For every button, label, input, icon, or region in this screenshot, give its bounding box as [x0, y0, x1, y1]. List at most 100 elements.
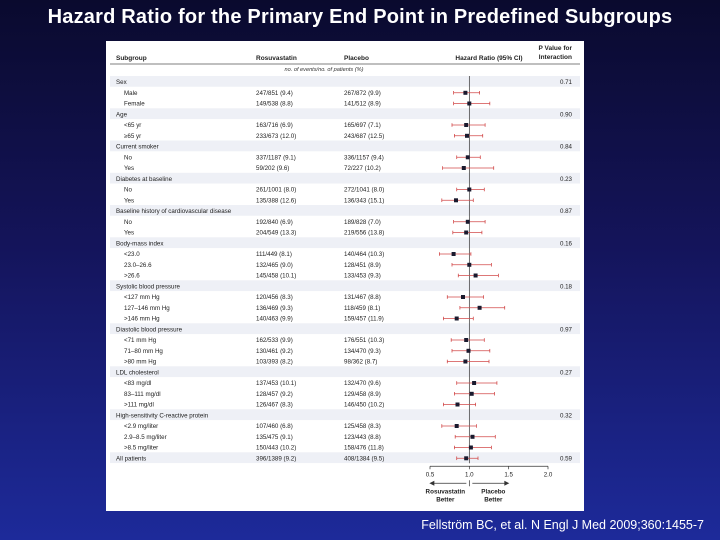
- row-label: >8.5 mg/liter: [124, 445, 158, 452]
- rosuvastatin-value: 150/443 (10.2): [256, 445, 296, 452]
- hazard-ratio-point: [463, 90, 468, 95]
- rosuvastatin-value: 145/458 (10.1): [256, 273, 296, 280]
- rosuvastatin-value: 130/461 (9.2): [256, 348, 293, 355]
- hazard-ratio-point: [469, 391, 474, 396]
- rosuvastatin-value: 149/538 (8.8): [256, 101, 293, 108]
- row-label: No: [124, 219, 132, 226]
- row-label: >26.6: [124, 273, 140, 280]
- placebo-value: 129/458 (8.9): [344, 391, 381, 398]
- rosuvastatin-value: 126/467 (8.3): [256, 402, 293, 409]
- rosuvastatin-value: 162/533 (9.9): [256, 337, 293, 344]
- footer-right-line1: Placebo: [481, 488, 505, 495]
- row-shade: [110, 237, 580, 249]
- row-label: High-sensitivity C-reactive protein: [116, 412, 209, 419]
- row-label: Age: [116, 112, 128, 119]
- x-tick-label: 1.0: [465, 471, 474, 478]
- row-label: <65 yr: [124, 122, 141, 129]
- row-label: Male: [124, 90, 138, 97]
- hazard-ratio-point: [465, 155, 470, 160]
- p-value: 0.23: [560, 176, 573, 183]
- column-header-hazard-ratio: Hazard Ratio (95% CI): [455, 55, 522, 62]
- row-label: Yes: [124, 165, 134, 172]
- hazard-ratio-point: [472, 381, 477, 385]
- rosuvastatin-value: 135/475 (9.1): [256, 434, 293, 441]
- hazard-ratio-point: [468, 445, 473, 450]
- row-label: 71–80 mm Hg: [124, 348, 163, 355]
- placebo-value: 140/464 (10.3): [344, 251, 384, 258]
- placebo-value: 72/227 (10.2): [344, 165, 381, 172]
- row-label: Sex: [116, 79, 128, 86]
- row-label: >111 mg/dl: [124, 402, 154, 409]
- row-label: Body-mass index: [116, 240, 164, 247]
- column-header-p-value-line2: Interaction: [539, 54, 572, 61]
- hazard-ratio-point: [473, 273, 478, 278]
- placebo-value: 408/1384 (9.5): [344, 455, 384, 462]
- rosuvastatin-value: 128/457 (9.2): [256, 391, 293, 398]
- hazard-ratio-point: [466, 348, 471, 353]
- placebo-value: 141/512 (8.9): [344, 101, 381, 108]
- row-shade: [110, 140, 580, 152]
- row-label: ≥65 yr: [124, 133, 141, 140]
- rosuvastatin-value: 103/393 (8.2): [256, 359, 293, 366]
- hazard-ratio-point: [454, 316, 459, 321]
- placebo-value: 125/458 (8.3): [344, 423, 381, 430]
- row-label: 2.9–8.5 mg/liter: [124, 434, 167, 441]
- footer-left-line1: Rosuvastatin: [426, 488, 466, 495]
- row-label: Yes: [124, 197, 134, 204]
- hazard-ratio-point: [454, 424, 459, 428]
- rosuvastatin-value: 247/851 (9.4): [256, 90, 293, 97]
- slide-title: Hazard Ratio for the Primary End Point i…: [47, 6, 673, 28]
- hazard-ratio-point: [467, 262, 472, 267]
- rosuvastatin-value: 120/456 (8.3): [256, 294, 293, 301]
- rosuvastatin-value: 233/673 (12.0): [256, 133, 296, 140]
- row-label: <23.0: [124, 251, 140, 258]
- placebo-value: 146/450 (10.2): [344, 402, 384, 409]
- row-label: LDL cholesterol: [116, 369, 159, 376]
- row-label: >146 mm Hg: [124, 316, 160, 323]
- row-shade: [110, 108, 580, 120]
- placebo-value: 189/828 (7.0): [344, 219, 381, 226]
- units-note: no. of events/no. of patients (%): [285, 67, 364, 73]
- hazard-ratio-point: [451, 252, 456, 256]
- p-value: 0.84: [560, 144, 573, 151]
- hazard-ratio-point: [464, 230, 469, 235]
- p-value: 0.16: [560, 240, 573, 247]
- forest-plot-panel: Subgroup Rosuvastatin Placebo Hazard Ratio …: [106, 41, 584, 511]
- x-tick-label: 0.5: [426, 471, 435, 478]
- row-label: No: [124, 155, 132, 162]
- rosuvastatin-value: 163/716 (6.9): [256, 122, 293, 129]
- placebo-value: 132/470 (9.6): [344, 380, 381, 387]
- p-value: 0.27: [560, 369, 573, 376]
- row-label: <71 mm Hg: [124, 337, 157, 344]
- rosuvastatin-value: 136/469 (9.3): [256, 305, 293, 312]
- placebo-value: 98/362 (8.7): [344, 359, 377, 366]
- hazard-ratio-point: [467, 101, 472, 106]
- row-label: Diabetes at baseline: [116, 176, 173, 183]
- rosuvastatin-value: 337/1187 (9.1): [256, 155, 296, 162]
- row-label: Current smoker: [116, 144, 159, 151]
- hazard-ratio-point: [464, 456, 469, 461]
- row-label: >80 mm Hg: [124, 359, 157, 366]
- row-label: Baseline history of cardiovascular disea…: [116, 208, 232, 215]
- placebo-value: 272/1041 (8.0): [344, 187, 384, 194]
- x-tick-label: 2.0: [544, 471, 553, 478]
- hazard-ratio-point: [467, 187, 472, 192]
- placebo-value: 219/556 (13.8): [344, 230, 384, 237]
- row-shade: [110, 366, 580, 378]
- placebo-value: 165/697 (7.1): [344, 122, 381, 129]
- row-label: Diastolic blood pressure: [116, 326, 183, 333]
- hazard-ratio-point: [465, 133, 469, 138]
- rosuvastatin-value: 140/463 (9.9): [256, 316, 293, 323]
- placebo-value: 159/457 (11.9): [344, 316, 384, 323]
- rosuvastatin-value: 192/840 (6.9): [256, 219, 293, 226]
- placebo-value: 243/687 (12.5): [344, 133, 384, 140]
- rosuvastatin-value: 59/202 (9.6): [256, 165, 289, 172]
- p-value: 0.32: [560, 412, 573, 419]
- hazard-ratio-point: [461, 166, 466, 170]
- rosuvastatin-value: 204/549 (13.3): [256, 230, 296, 237]
- p-value: 0.59: [560, 455, 573, 462]
- rosuvastatin-value: 137/453 (10.1): [256, 380, 296, 387]
- footer-left-line2: Better: [436, 496, 455, 503]
- hazard-ratio-point: [465, 219, 470, 224]
- row-shade: [110, 76, 580, 87]
